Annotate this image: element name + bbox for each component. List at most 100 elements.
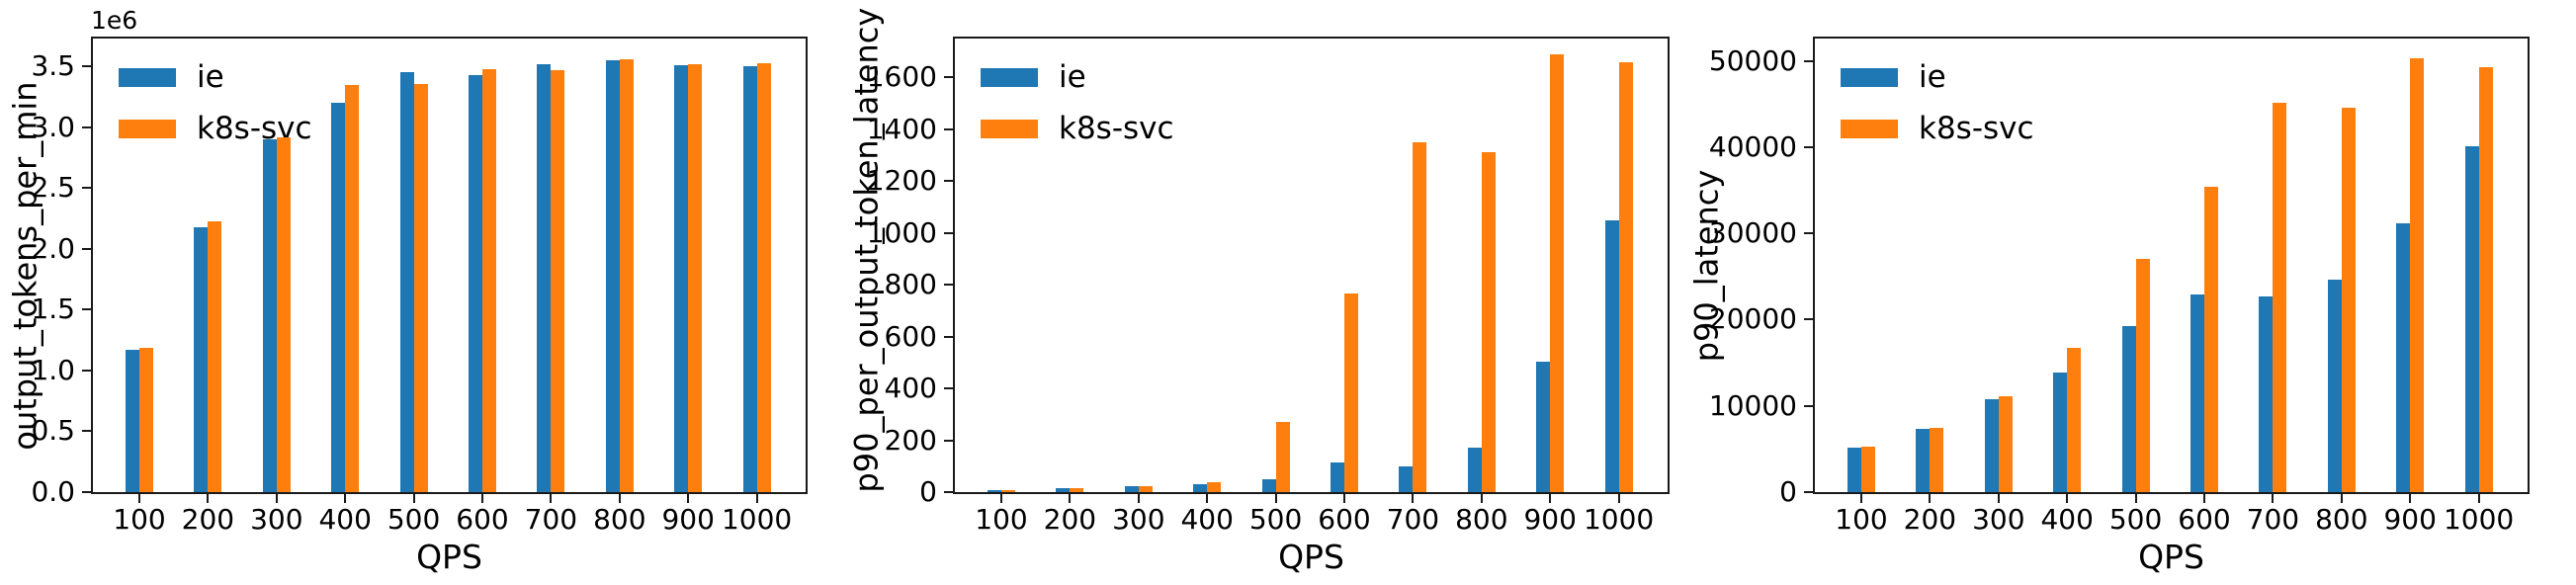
x-tick-mark	[1997, 494, 2000, 503]
y-tick-mark	[1804, 59, 1813, 62]
bar-k8s-svc-qps-700	[1413, 142, 1426, 492]
x-axis-label: QPS	[416, 538, 482, 576]
bar-k8s-svc-qps-600	[482, 69, 496, 492]
legend-item-k8s-svc: k8s-svc	[1841, 114, 2034, 144]
bar-ie-qps-600	[2190, 294, 2204, 492]
bar-k8s-svc-qps-1000	[757, 63, 771, 492]
bar-ie-qps-300	[1985, 399, 1999, 492]
x-tick-label: 800	[2315, 503, 2368, 536]
bar-ie-qps-700	[1399, 466, 1413, 492]
y-tick-label: 3.5	[31, 49, 75, 83]
legend-label-k8s-svc: k8s-svc	[197, 111, 312, 146]
x-tick-label: 100	[975, 503, 1028, 536]
y-axis-offset-text: 1e6	[91, 6, 138, 35]
bar-ie-qps-600	[1331, 462, 1344, 492]
legend-swatch-k8s-svc	[119, 120, 176, 138]
y-tick-mark	[82, 491, 91, 493]
bar-k8s-svc-qps-1000	[2479, 67, 2493, 492]
x-tick-mark	[1343, 494, 1345, 503]
x-tick-mark	[275, 494, 278, 503]
x-tick-label: 700	[2246, 503, 2300, 536]
bar-ie-qps-200	[194, 227, 208, 492]
bar-ie-qps-500	[400, 72, 414, 492]
x-tick-label: 300	[1112, 503, 1165, 536]
bar-k8s-svc-qps-700	[551, 70, 564, 492]
bar-ie-qps-400	[1193, 484, 1207, 492]
legend-swatch-ie	[981, 68, 1038, 87]
bar-ie-qps-800	[2328, 280, 2342, 492]
bar-k8s-svc-qps-500	[1276, 422, 1290, 492]
bar-ie-qps-1000	[1605, 220, 1619, 492]
bar-ie-qps-300	[1125, 486, 1139, 492]
y-tick-mark	[944, 387, 953, 390]
x-tick-label: 600	[1318, 503, 1371, 536]
bar-k8s-svc-qps-400	[345, 85, 359, 492]
x-tick-mark	[618, 494, 621, 503]
bar-k8s-svc-qps-200	[208, 221, 221, 492]
x-tick-label: 300	[250, 503, 303, 536]
bar-ie-qps-200	[1056, 488, 1070, 492]
bar-ie-qps-900	[1536, 362, 1550, 492]
legend-swatch-ie	[119, 68, 176, 87]
x-tick-label: 700	[1386, 503, 1440, 536]
bar-ie-qps-700	[2259, 296, 2273, 492]
bar-k8s-svc-qps-600	[1344, 293, 1358, 492]
x-tick-label: 1000	[1583, 503, 1655, 536]
legend-label-ie: ie	[1059, 59, 1086, 95]
bar-ie-qps-800	[1468, 448, 1482, 492]
y-tick-mark	[944, 180, 953, 183]
bar-k8s-svc-qps-200	[1930, 428, 1943, 492]
x-tick-label: 500	[2108, 503, 2163, 536]
x-tick-mark	[2340, 494, 2343, 503]
y-tick-mark	[1804, 491, 1813, 493]
x-tick-mark	[1549, 494, 1552, 503]
x-tick-mark	[207, 494, 210, 503]
bar-k8s-svc-qps-800	[1482, 152, 1496, 492]
x-tick-label: 500	[1248, 503, 1303, 536]
x-tick-label: 400	[318, 503, 372, 536]
y-tick-label: 800	[884, 268, 937, 301]
x-tick-label: 800	[593, 503, 646, 536]
y-tick-label: 50000	[1708, 43, 1797, 77]
plot-area: ie k8s-svc	[953, 37, 1670, 494]
x-tick-label: 300	[1972, 503, 2025, 536]
bar-k8s-svc-qps-700	[2273, 103, 2286, 492]
legend-label-ie: ie	[1919, 59, 1946, 95]
x-axis-label: QPS	[2138, 538, 2204, 576]
x-tick-label: 900	[2383, 503, 2437, 536]
y-tick-label: 2.0	[31, 231, 75, 265]
y-tick-label: 3.0	[31, 110, 75, 143]
x-tick-label: 400	[2040, 503, 2094, 536]
y-tick-label: 1200	[866, 164, 937, 198]
x-tick-mark	[344, 494, 347, 503]
bar-k8s-svc-qps-900	[688, 64, 702, 492]
y-tick-label: 1.0	[31, 353, 75, 386]
y-tick-label: 1.5	[31, 292, 75, 326]
plot-area: ie k8s-svc	[1813, 37, 2530, 494]
x-tick-label: 100	[1835, 503, 1888, 536]
legend-swatch-k8s-svc	[1841, 120, 1898, 138]
bar-k8s-svc-qps-500	[414, 84, 428, 492]
y-tick-mark	[944, 284, 953, 287]
y-tick-mark	[82, 125, 91, 128]
bar-ie-qps-1000	[2465, 146, 2479, 492]
bar-k8s-svc-qps-200	[1070, 488, 1083, 492]
bar-k8s-svc-qps-100	[139, 348, 153, 492]
x-tick-mark	[1069, 494, 1072, 503]
bar-ie-qps-100	[126, 350, 139, 492]
legend-label-k8s-svc: k8s-svc	[1059, 111, 1174, 146]
legend-item-k8s-svc: k8s-svc	[119, 114, 312, 144]
x-tick-mark	[2409, 494, 2412, 503]
y-axis-label: p90_latency	[1687, 169, 1725, 362]
legend: ie k8s-svc	[119, 62, 312, 165]
bar-k8s-svc-qps-500	[2136, 259, 2150, 492]
y-tick-label: 1400	[866, 112, 937, 145]
bar-ie-qps-200	[1916, 429, 1930, 492]
y-tick-mark	[944, 127, 953, 130]
bar-ie-qps-1000	[743, 66, 757, 492]
bar-ie-qps-900	[2396, 223, 2410, 492]
bar-k8s-svc-qps-900	[2410, 58, 2424, 492]
x-tick-mark	[2066, 494, 2069, 503]
y-tick-mark	[944, 76, 953, 79]
